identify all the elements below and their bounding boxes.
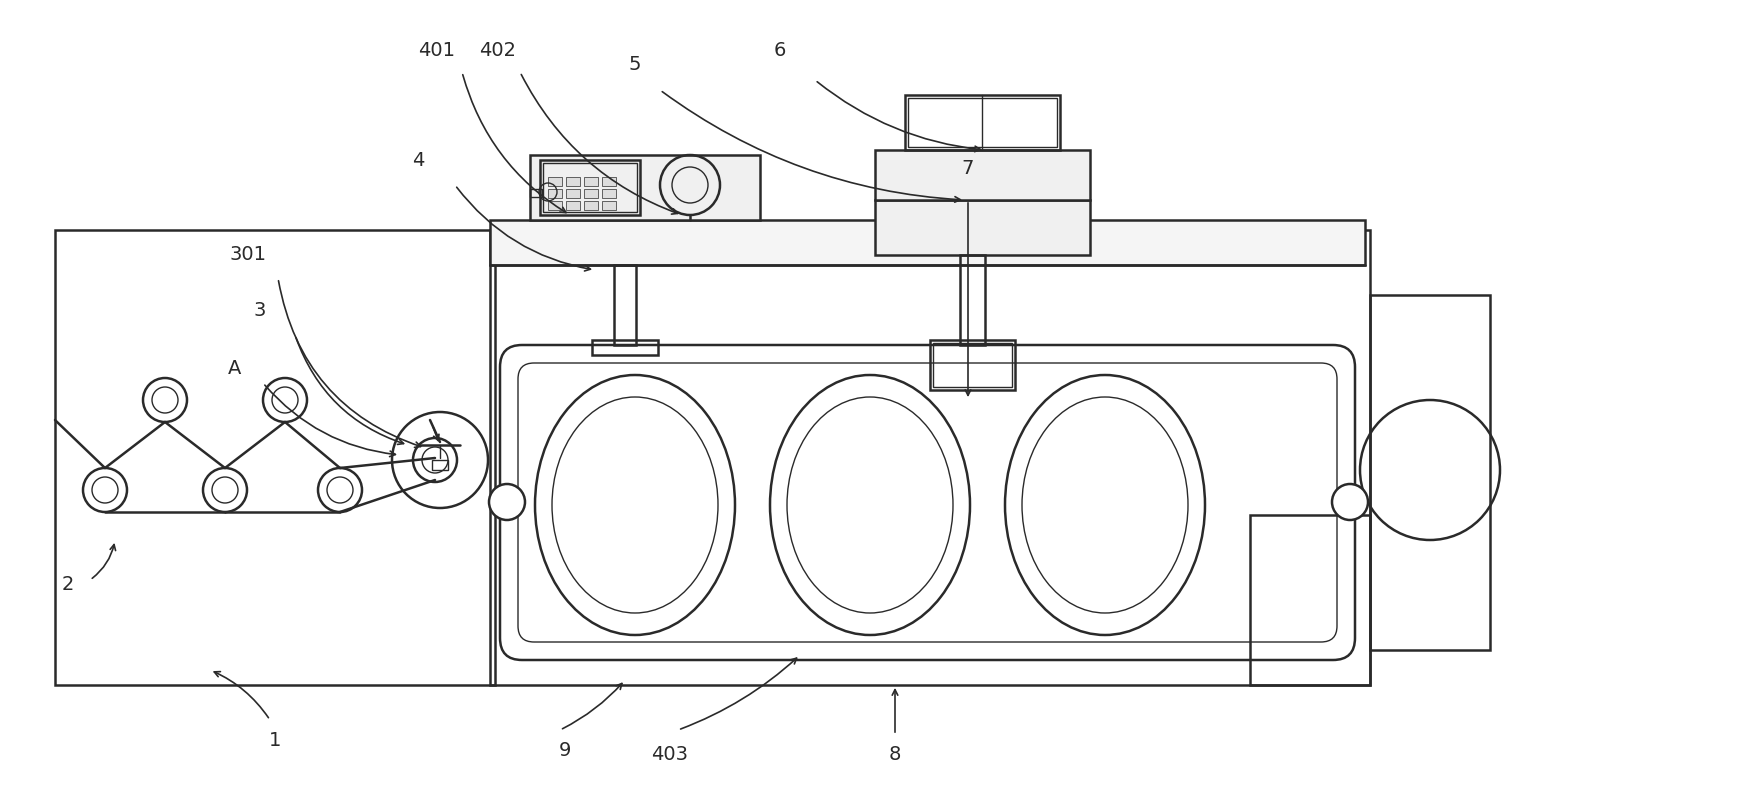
Circle shape (1332, 484, 1367, 520)
Ellipse shape (535, 375, 735, 635)
Text: 5: 5 (629, 56, 642, 75)
Bar (905, 95, 1061, 150)
Circle shape (414, 438, 458, 482)
Bar (601, 201, 615, 210)
Bar (584, 201, 598, 210)
Bar (549, 177, 563, 186)
Circle shape (489, 484, 524, 520)
Text: 9: 9 (559, 741, 571, 759)
Bar (1250, 515, 1371, 685)
Bar (1371, 295, 1490, 650)
Bar (961, 255, 985, 345)
Bar (933, 343, 1011, 387)
Bar (875, 200, 1090, 255)
Bar (491, 230, 1371, 685)
Circle shape (82, 468, 126, 512)
Bar (566, 177, 580, 186)
Text: 7: 7 (962, 158, 975, 178)
Text: 403: 403 (652, 745, 689, 764)
Bar (908, 98, 1057, 147)
Bar (601, 177, 615, 186)
Circle shape (144, 378, 188, 422)
Text: 402: 402 (480, 40, 517, 60)
Bar (529, 189, 542, 197)
Text: 3: 3 (254, 301, 266, 320)
Bar (549, 201, 563, 210)
Text: A: A (228, 359, 242, 378)
Text: 2: 2 (61, 575, 74, 594)
Circle shape (263, 378, 307, 422)
Text: 401: 401 (419, 40, 456, 60)
Ellipse shape (1004, 375, 1204, 635)
Text: 1: 1 (268, 730, 280, 749)
Bar (584, 177, 598, 186)
Text: 6: 6 (773, 40, 785, 60)
Bar (566, 201, 580, 210)
Bar (529, 155, 761, 220)
Bar (566, 189, 580, 198)
Text: 4: 4 (412, 150, 424, 169)
Bar (431, 460, 449, 470)
Bar (491, 220, 1366, 265)
Circle shape (317, 468, 363, 512)
Bar (875, 150, 1090, 200)
Text: 301: 301 (230, 246, 266, 264)
Circle shape (203, 468, 247, 512)
Bar (543, 163, 636, 212)
Bar (549, 189, 563, 198)
Bar (614, 265, 636, 345)
Ellipse shape (770, 375, 969, 635)
Text: 8: 8 (889, 745, 901, 764)
Bar (931, 340, 1015, 390)
Bar (584, 189, 598, 198)
Bar (54, 230, 494, 685)
Bar (601, 189, 615, 198)
Bar (593, 340, 657, 355)
Bar (540, 160, 640, 215)
